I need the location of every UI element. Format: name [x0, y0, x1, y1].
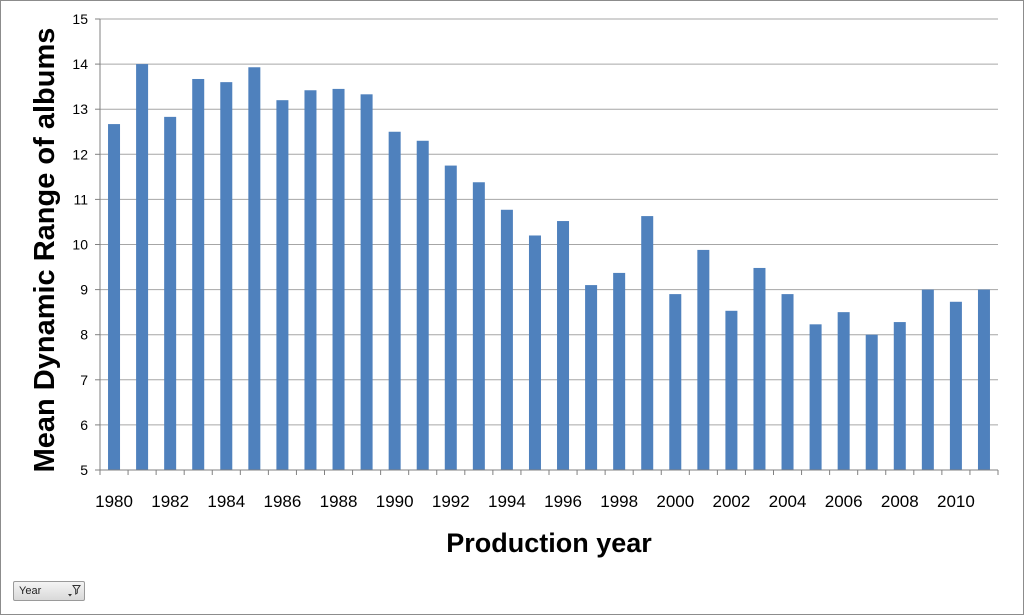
bar-2004 — [781, 294, 794, 470]
y-tick-label: 7 — [80, 372, 88, 388]
bar-1994 — [500, 209, 513, 470]
bar-1996 — [557, 221, 570, 470]
y-tick-label: 8 — [80, 327, 88, 343]
x-tick-label: 1994 — [488, 492, 526, 511]
x-axis-title: Production year — [446, 528, 652, 558]
y-tick-label: 10 — [72, 237, 88, 253]
y-tick-labels: 5 6 7 8 9 10 11 12 13 14 15 — [72, 11, 88, 478]
x-tick-label: 2008 — [881, 492, 919, 511]
x-tick-label: 2000 — [656, 492, 694, 511]
bar-1983 — [192, 78, 205, 470]
bar-1984 — [220, 82, 233, 470]
bar-2009 — [921, 289, 934, 470]
bar-1985 — [248, 67, 261, 470]
bar-1998 — [613, 272, 626, 470]
y-tick-label: 13 — [72, 101, 88, 117]
bar-2008 — [893, 322, 906, 470]
x-tick-label: 1982 — [151, 492, 189, 511]
bar-2000 — [669, 294, 682, 470]
x-tick-label: 1996 — [544, 492, 582, 511]
bar-1990 — [388, 131, 401, 470]
bar-2011 — [977, 289, 990, 470]
x-tick-label: 2002 — [712, 492, 750, 511]
y-axis-title: Mean Dynamic Range of albums — [29, 28, 61, 473]
bar-2001 — [697, 249, 710, 470]
x-tick-label: 1984 — [207, 492, 245, 511]
y-tick-label: 6 — [80, 417, 88, 433]
bar-1992 — [444, 165, 457, 470]
bar-1997 — [585, 285, 598, 470]
bar-1982 — [164, 116, 177, 470]
bar-2003 — [753, 267, 766, 470]
bar-1993 — [472, 182, 485, 470]
bar-1981 — [136, 64, 149, 470]
bar-2007 — [865, 334, 878, 470]
x-tick-labels: 1980 1982 1984 1986 1988 1990 1992 1994 1996 1998… — [95, 492, 975, 511]
filter-dropdown-icon — [68, 585, 81, 597]
bar-1988 — [332, 88, 345, 470]
bar-1991 — [416, 140, 429, 470]
bars — [108, 64, 990, 471]
bar-1986 — [276, 100, 289, 471]
year-filter-label: Year — [19, 585, 42, 597]
y-tick-label: 14 — [72, 56, 88, 72]
y-tick-label: 12 — [72, 146, 88, 162]
y-tick-label: 5 — [80, 462, 88, 478]
x-tick-label: 1990 — [376, 492, 414, 511]
bar-2010 — [949, 301, 962, 470]
bar-2006 — [837, 312, 850, 470]
year-filter-button[interactable]: Year — [13, 581, 85, 601]
bar-2002 — [725, 310, 738, 470]
x-tick-label: 1998 — [600, 492, 638, 511]
x-tick-label: 1980 — [95, 492, 133, 511]
y-tick-label: 15 — [72, 11, 88, 27]
x-tick-label: 2004 — [769, 492, 807, 511]
x-tick-label: 1988 — [320, 492, 358, 511]
y-tick-label: 9 — [80, 282, 88, 298]
bar-2005 — [809, 324, 822, 470]
bar-1989 — [360, 94, 373, 470]
x-tick-label: 2006 — [825, 492, 863, 511]
bar-1995 — [528, 235, 541, 470]
x-tick-label: 2010 — [937, 492, 975, 511]
axes — [99, 19, 999, 475]
x-tick-label: 1992 — [432, 492, 470, 511]
bar-1999 — [641, 216, 654, 470]
bar-1980 — [108, 124, 121, 470]
y-tick-label: 11 — [73, 191, 88, 207]
x-tick-label: 1986 — [263, 492, 301, 511]
bar-1987 — [304, 90, 317, 471]
